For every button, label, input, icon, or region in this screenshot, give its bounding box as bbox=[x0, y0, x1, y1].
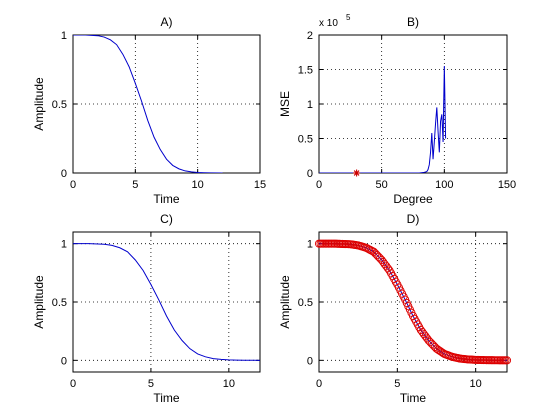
y-tick-label: 0 bbox=[61, 168, 67, 180]
x-tick-label: 5 bbox=[394, 378, 400, 390]
x-tick-label: 150 bbox=[498, 179, 516, 191]
x-tick-label: 10 bbox=[470, 378, 482, 390]
y-tick-label: 1.5 bbox=[298, 65, 313, 77]
x-tick-label: 15 bbox=[254, 179, 266, 191]
y-tick-label: 1 bbox=[307, 239, 313, 251]
y-axis-label: Amplitude bbox=[32, 77, 46, 131]
y-axis-label: Amplitude bbox=[278, 275, 292, 329]
chart-title: C) bbox=[160, 212, 173, 226]
y-tick-label: 0.5 bbox=[298, 134, 313, 146]
y-axis-label: MSE bbox=[278, 91, 292, 117]
y-tick-label: 1 bbox=[307, 99, 313, 111]
y-multiplier-exponent: 5 bbox=[346, 13, 351, 22]
x-tick-label: 0 bbox=[70, 179, 76, 191]
data-point-marker bbox=[502, 356, 512, 365]
x-tick-label: 50 bbox=[376, 179, 388, 191]
subplot-2: 0 5 10 0 0.5 1 C) Time Amplitude bbox=[32, 212, 261, 405]
y-tick-label: 0.5 bbox=[52, 297, 67, 309]
y-tick-label: 0.5 bbox=[298, 297, 313, 309]
min-marker bbox=[353, 169, 361, 177]
chart-title: B) bbox=[407, 15, 419, 29]
series-line bbox=[73, 35, 223, 173]
series-line bbox=[319, 66, 447, 173]
x-axis-label: Time bbox=[153, 391, 180, 405]
y-tick-label: 1 bbox=[61, 239, 67, 251]
x-tick-label: 10 bbox=[223, 378, 235, 390]
y-tick-label: 0 bbox=[61, 355, 67, 367]
chart-title: A) bbox=[161, 15, 173, 29]
x-tick-label: 100 bbox=[435, 179, 453, 191]
y-tick-label: 1 bbox=[61, 30, 67, 42]
x-tick-label: 0 bbox=[316, 378, 322, 390]
x-axis-label: Degree bbox=[393, 192, 433, 206]
axes-box bbox=[72, 34, 261, 174]
y-multiplier: x 10 bbox=[319, 18, 338, 29]
y-tick-label: 0 bbox=[307, 355, 313, 367]
x-axis-label: Time bbox=[400, 391, 427, 405]
x-tick-label: 5 bbox=[148, 378, 154, 390]
x-tick-label: 0 bbox=[70, 378, 76, 390]
subplot-3: 0 5 10 0 0.5 1 D) Time Amplitude bbox=[278, 212, 512, 405]
y-tick-label: 0.5 bbox=[52, 99, 67, 111]
subplot-1: 0 50 100 150 0 0.5 1 1.5 2 B) Degree MSE x 10 5 bbox=[278, 13, 516, 206]
x-axis-label: Time bbox=[153, 192, 180, 206]
chart-title: D) bbox=[407, 212, 420, 226]
y-tick-label: 0 bbox=[307, 168, 313, 180]
x-tick-label: 5 bbox=[132, 179, 138, 191]
x-tick-label: 0 bbox=[316, 179, 322, 191]
subplot-0: 0 5 10 15 0 0.5 1 A) Time Amplitude bbox=[32, 15, 266, 206]
series-line bbox=[73, 243, 260, 361]
y-tick-label: 2 bbox=[307, 30, 313, 42]
x-tick-label: 10 bbox=[192, 179, 204, 191]
y-axis-label: Amplitude bbox=[32, 275, 46, 329]
circle-markers bbox=[314, 239, 512, 365]
